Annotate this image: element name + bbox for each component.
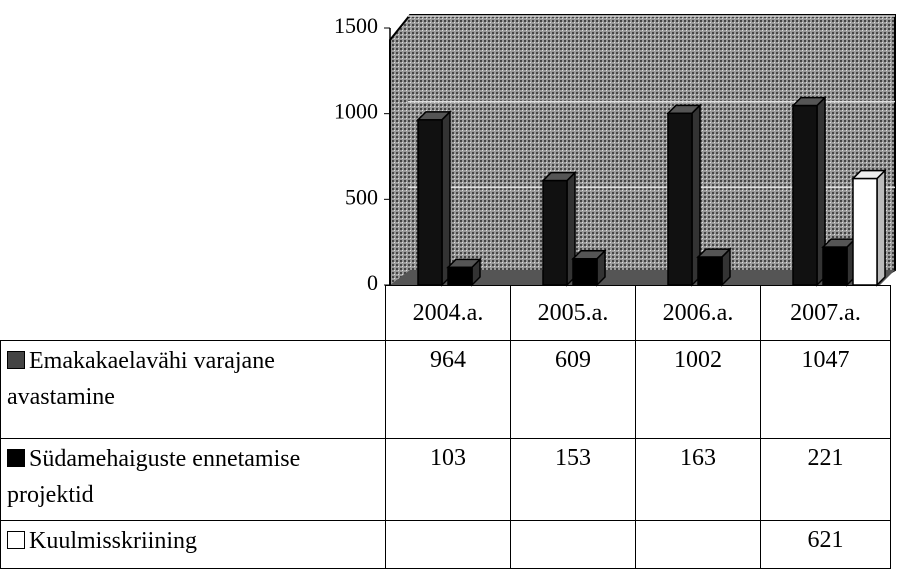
bar	[571, 248, 607, 287]
value-cell: 103	[385, 438, 511, 521]
legend-swatch	[7, 449, 25, 467]
y-tick-label: 500	[345, 184, 378, 209]
value-cell: 1002	[635, 340, 761, 439]
bar-face	[876, 168, 886, 287]
bar-face	[697, 256, 723, 286]
floor	[390, 270, 895, 285]
legend-label: Kuulmisskriining	[29, 528, 198, 554]
y-tick-label: 1000	[334, 99, 378, 124]
bar	[541, 170, 577, 287]
bar-face	[572, 258, 598, 286]
bar	[446, 257, 482, 287]
corner	[1, 286, 386, 341]
bar-face	[542, 179, 568, 286]
bar-face	[441, 110, 451, 287]
table-row: Südamehaiguste ennetamise projektid 103 15…	[0, 438, 891, 521]
legend-label: Emakakaelavähi varajane avastamine	[7, 348, 275, 410]
value-cell: 1047	[760, 340, 891, 439]
chart: 0 500 1000 1500	[334, 13, 896, 290]
value-cell: 163	[635, 438, 761, 521]
x-tick-label: 2005.a.	[510, 285, 636, 341]
bar	[851, 168, 887, 287]
x-tick-label: 2004.a.	[385, 285, 511, 341]
bar	[696, 247, 732, 287]
value-cell: 621	[760, 520, 891, 569]
bar	[666, 103, 702, 287]
x-tick-label: 2006.a.	[635, 285, 761, 341]
row-label: Emakakaelavähi varajane avastamine	[0, 340, 386, 439]
table-row: Emakakaelavähi varajane avastamine 964 609…	[0, 340, 891, 439]
bar	[821, 237, 857, 287]
data-table: 2004.a. 2005.a. 2006.a. 2007.a. Emakakaelavä…	[0, 285, 891, 569]
bar-face	[447, 266, 473, 286]
x-tick-label: 2007.a.	[760, 285, 891, 341]
table-row: Kuulmisskriining 621	[0, 520, 891, 569]
y-tick-label: 1500	[334, 13, 378, 38]
legend-swatch	[7, 531, 25, 549]
legend-swatch	[7, 351, 25, 369]
value-cell: 221	[760, 438, 891, 521]
empty-cell	[635, 520, 761, 569]
legend-label: Südamehaiguste ennetamise projektid	[7, 446, 301, 508]
y-tick-label: 0	[367, 270, 378, 290]
row-label: Kuulmisskriining	[0, 520, 386, 569]
empty-cell	[510, 520, 636, 569]
empty-cell	[385, 520, 511, 569]
bar	[791, 95, 827, 287]
bar-face	[792, 104, 818, 286]
row-label: Südamehaiguste ennetamise projektid	[0, 438, 386, 521]
header-row: 2004.a. 2005.a. 2006.a. 2007.a.	[1, 285, 891, 341]
bar-face	[667, 112, 693, 286]
bar-face	[417, 119, 443, 286]
value-cell: 964	[385, 340, 511, 439]
value-cell: 609	[510, 340, 636, 439]
value-cell: 153	[510, 438, 636, 521]
bar-face	[822, 246, 848, 286]
bar	[416, 110, 452, 287]
bar-face	[852, 177, 878, 286]
